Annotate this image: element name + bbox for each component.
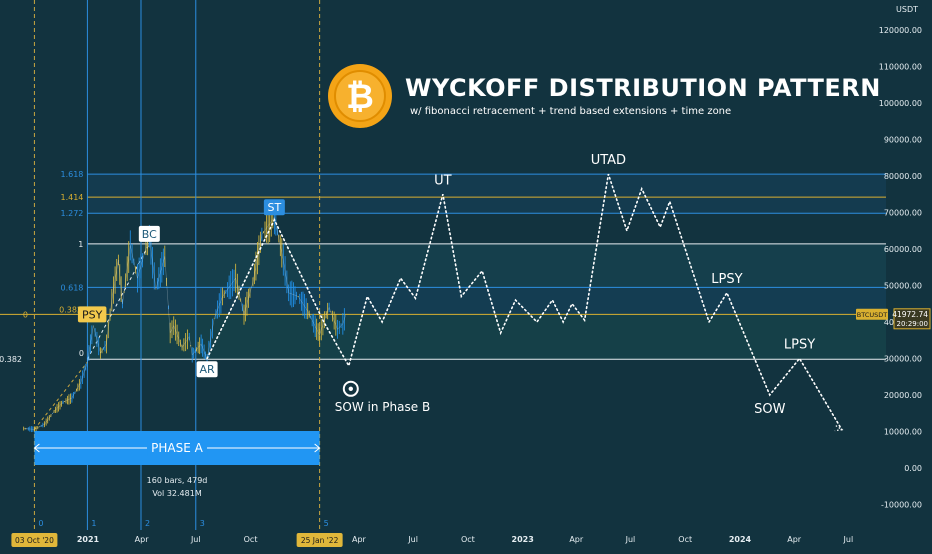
y-tick-label: 90000.00 xyxy=(884,136,922,145)
y-tick-label: 10000.00 xyxy=(884,428,922,437)
last-price-countdown: 20:29:00 xyxy=(897,320,928,328)
x-tick-label: Apr xyxy=(135,535,150,544)
x-tick-label: 2021 xyxy=(77,535,100,544)
chart-title: WYCKOFF DISTRIBUTION PATTERN xyxy=(405,74,881,102)
fib-label-2: 1.272 xyxy=(60,209,83,218)
time-zone-label-1: 1 xyxy=(91,519,96,528)
fib-label-8: 0 xyxy=(79,349,84,358)
y-tick-label: 100000.00 xyxy=(879,99,922,108)
x-tick-label: Oct xyxy=(244,535,258,544)
y-tick-label: 70000.00 xyxy=(884,209,922,218)
fib-zone-3 xyxy=(87,314,886,359)
phase-stat-0: 160 bars, 479d xyxy=(147,476,208,485)
x-tick-label: Apr xyxy=(352,535,367,544)
chart-subtitle: w/ fibonacci retracement + trend based e… xyxy=(410,106,731,117)
x-tick-label: 2024 xyxy=(729,535,752,544)
wyckoff-label-sow-8: SOW xyxy=(754,402,785,417)
target-icon-dot xyxy=(349,387,353,391)
wyckoff-label-ar: AR xyxy=(200,363,216,376)
wyckoff-label-bc: BC xyxy=(142,228,157,241)
wyckoff-label-st: ST xyxy=(268,201,282,214)
x-axis-panel xyxy=(0,530,886,550)
wyckoff-label-utad-5: UTAD xyxy=(591,153,626,168)
y-tick-label: 0.00 xyxy=(904,464,922,473)
y-tick-label: 120000.00 xyxy=(879,26,922,35)
fib-label-1: 1.414 xyxy=(60,193,83,202)
time-zone-label-2: 2 xyxy=(145,519,150,528)
x-tick-label: Jul xyxy=(843,535,854,544)
x-tick-label: Jul xyxy=(190,535,201,544)
y-tick-label: 110000.00 xyxy=(879,63,922,72)
x-badge-label-0: 03 Oct '20 xyxy=(15,536,54,545)
phase-stat-1: Vol 32.481M xyxy=(152,489,202,498)
x-tick-label: Jul xyxy=(407,535,418,544)
y-tick-label: 20000.00 xyxy=(884,391,922,400)
y-tick-label: 80000.00 xyxy=(884,172,922,181)
x-tick-label: Apr xyxy=(569,535,584,544)
time-zone-label-0: 0 xyxy=(38,519,43,528)
last-price-value: 41972.74 xyxy=(892,310,928,319)
bitcoin-glyph-icon: ₿ xyxy=(346,77,374,117)
wyckoff-label-sow-in-phase-b: SOW in Phase B xyxy=(335,400,430,414)
time-zone-label-3: 3 xyxy=(200,519,205,528)
x-axis: 2021 Apr Jul Oct Apr Jul Oct 2023 Apr Jul Oct 2024 A… xyxy=(0,530,886,550)
y-tick-label: -10000.00 xyxy=(881,501,922,510)
x-tick-label: 2023 xyxy=(512,535,534,544)
bitcoin-logo: ₿ xyxy=(328,64,392,128)
x-tick-label: Apr xyxy=(787,535,802,544)
fib-zone-2 xyxy=(87,287,886,314)
y-tick-label: 60000.00 xyxy=(884,245,922,254)
x-tick-label: Jul xyxy=(625,535,636,544)
fib-zone-1 xyxy=(87,244,886,287)
fib-label-0: 1.618 xyxy=(60,170,83,179)
wyckoff-label-ut-4: UT xyxy=(434,173,452,188)
x-tick-label: Oct xyxy=(678,535,692,544)
y-axis: USDT 120000.00 110000.00 100000.00 90000.00… xyxy=(879,0,932,550)
symbol-tag: BTCUSDT xyxy=(857,311,887,319)
wyckoff-label-lpsy-7: LPSY xyxy=(784,338,815,353)
x-tick-label: Oct xyxy=(461,535,475,544)
phase-label: PHASE A xyxy=(151,441,203,455)
zone-shading xyxy=(87,174,886,359)
wyckoff-label-lpsy-6: LPSY xyxy=(711,272,742,287)
x-badge-label-1: 25 Jan '22 xyxy=(301,536,339,545)
fib-label-3: 1 xyxy=(78,240,83,249)
y-tick-label: 30000.00 xyxy=(884,355,922,364)
time-zone-label-5: 5 xyxy=(324,519,329,528)
currency-label: USDT xyxy=(896,5,918,14)
fib-label-7: 0.382 xyxy=(0,355,22,364)
wyckoff-label-psy: PSY xyxy=(82,308,103,321)
y-tick-label: 50000.00 xyxy=(884,282,922,291)
fib-zone-0 xyxy=(87,174,886,213)
fib-label-4: 0.618 xyxy=(60,283,83,292)
